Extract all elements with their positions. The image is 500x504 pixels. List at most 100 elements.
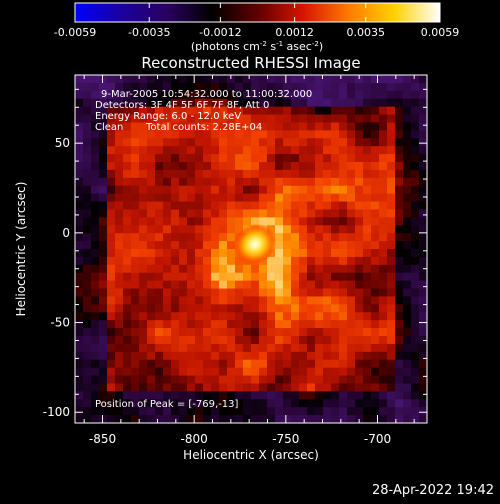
heatmap-cell [99,177,108,187]
heatmap-cell [171,130,180,139]
heatmap-cell [411,407,420,416]
heatmap-cell [419,359,427,369]
heatmap-cell [371,249,380,258]
heatmap-cell [283,162,292,171]
heatmap-cell [227,75,236,84]
heatmap-cell [107,399,116,408]
heatmap-cell [331,407,340,416]
heatmap-cell [123,391,132,400]
heatmap-cell [379,367,388,377]
heatmap-cell [419,367,427,377]
heatmap-cell [259,177,268,187]
heatmap-cell [211,336,220,345]
heatmap-cell [139,122,148,131]
heatmap-cell [83,391,92,400]
heatmap-cell [243,122,252,131]
heatmap-cell [259,343,268,353]
heatmap-cell [347,169,356,179]
heatmap-cell [147,343,156,353]
heatmap-cell [323,415,332,423]
heatmap-cell [259,130,268,139]
heatmap-cell [331,185,340,195]
heatmap-cell [171,225,180,234]
heatmap-cell [387,209,396,218]
heatmap-cell [411,209,420,218]
heatmap-cell [147,162,156,171]
heatmap-cell [251,359,260,369]
heatmap-cell [107,162,116,171]
heatmap-cell [267,375,276,385]
heatmap-cell [139,391,148,400]
heatmap-cell [323,328,332,337]
heatmap-cell [155,304,164,313]
heatmap-cell [355,320,364,329]
heatmap-cell [403,296,412,305]
heatmap-cell [307,98,316,108]
heatmap-cell [267,272,276,282]
heatmap-cell [323,225,332,234]
heatmap-cell [115,185,124,195]
heatmap-cell [395,233,404,242]
heatmap-cell [211,241,220,250]
heatmap-cell [283,185,292,195]
heatmap-cell [99,130,108,139]
heatmap-cell [115,288,124,298]
heatmap-cell [155,185,164,195]
heatmap-cell [251,288,260,298]
heatmap-cell [147,415,156,423]
heatmap-cell [387,288,396,298]
heatmap-cell [331,328,340,337]
heatmap-cell [235,288,244,298]
heatmap-cell [323,280,332,290]
heatmap-cell [403,169,412,179]
heatmap-cell [163,241,172,250]
heatmap-cell [291,241,300,250]
heatmap-cell [171,75,180,84]
heatmap-cell [99,122,108,131]
heatmap-cell [299,177,308,187]
heatmap-cell [251,272,260,282]
heatmap-cell [131,201,140,211]
heatmap-cell [195,407,204,416]
heatmap-cell [267,169,276,179]
heatmap-cell [179,225,188,234]
heatmap-cell [163,122,172,131]
heatmap-cell [307,280,316,290]
heatmap-cell [187,114,196,124]
heatmap-cell [323,351,332,361]
heatmap-cell [219,177,228,187]
heatmap-cell [331,367,340,377]
heatmap-cell [107,82,116,92]
heatmap-cell [171,162,180,171]
heatmap-cell [139,328,148,337]
colorbar-tick-label: -0.0059 [54,26,96,39]
heatmap-cell [163,264,172,274]
heatmap-cell [395,351,404,361]
heatmap-cell [363,193,372,203]
heatmap-cell [387,343,396,353]
heatmap-cell [291,217,300,226]
heatmap-cell [379,138,388,147]
heatmap-cell [179,114,188,124]
heatmap-cell [123,256,132,266]
heatmap-cell [187,193,196,203]
heatmap-cell [419,217,427,226]
heatmap-cell [259,162,268,171]
heatmap-cell [299,343,308,353]
heatmap-cell [307,296,316,305]
heatmap-cell [91,138,100,147]
heatmap-cell [363,233,372,242]
heatmap-cell [211,201,220,211]
heatmap-cell [155,122,164,131]
heatmap-cell [243,146,252,155]
heatmap-cell [331,249,340,258]
heatmap-cell [75,154,84,163]
heatmap-cell [347,233,356,242]
heatmap-cell [387,328,396,337]
heatmap-cell [379,130,388,139]
heatmap-cell [267,407,276,416]
heatmap-cell [179,122,188,131]
heatmap-cell [299,106,308,116]
heatmap-cell [155,233,164,242]
heatmap-cell [147,367,156,377]
